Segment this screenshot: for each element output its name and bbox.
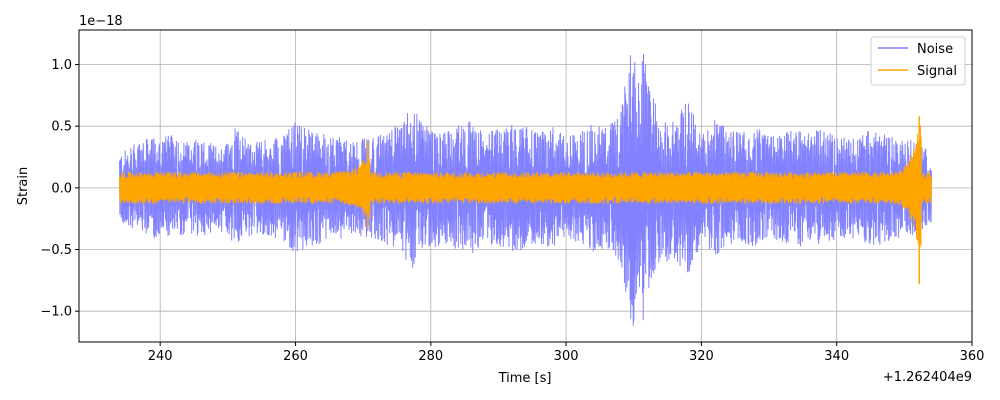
legend: Noise Signal (870, 36, 966, 86)
x-tick-label: 260 (283, 349, 308, 364)
legend-label-noise: Noise (917, 42, 953, 57)
x-tick-label: 300 (554, 349, 579, 364)
x-axis: 240 260 280 300 320 340 360 (148, 342, 985, 364)
legend-label-signal: Signal (917, 64, 957, 79)
x-tick-label: 240 (148, 349, 173, 364)
plot-frame (78, 29, 973, 343)
y-tick-label: 0.0 (51, 181, 72, 196)
series-signal (119, 116, 932, 285)
y-tick-label: −1.0 (40, 305, 72, 320)
signal-line (119, 125, 932, 249)
y-axis-label: Strain (16, 167, 31, 206)
x-offset-text: +1.262404e9 (883, 370, 972, 385)
y-tick-label: 0.5 (51, 120, 72, 135)
y-tick-label: −0.5 (40, 243, 72, 258)
x-tick-label: 320 (689, 349, 714, 364)
y-tick-label: 1.0 (51, 58, 72, 73)
legend-box (870, 36, 966, 86)
x-tick-label: 280 (418, 349, 443, 364)
y-axis: −1.0 −0.5 0.0 0.5 1.0 (40, 58, 79, 320)
y-scale-offset: 1e−18 (79, 14, 123, 29)
x-tick-label: 360 (960, 349, 985, 364)
x-tick-label: 340 (824, 349, 849, 364)
x-axis-label: Time [s] (498, 371, 552, 386)
